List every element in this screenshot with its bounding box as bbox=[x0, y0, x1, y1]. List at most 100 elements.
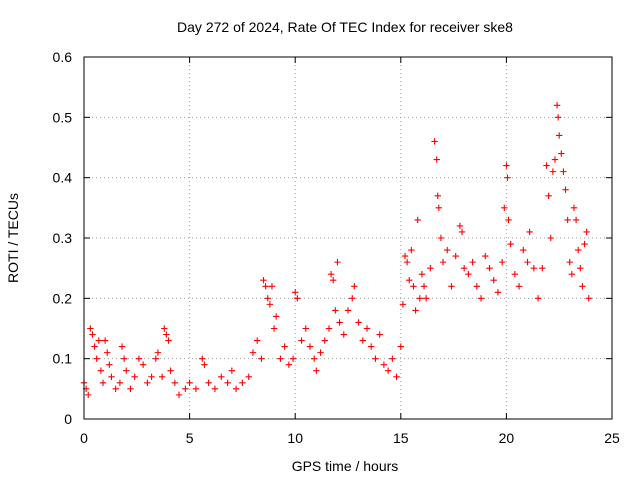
data-point bbox=[410, 283, 417, 290]
data-point bbox=[112, 385, 119, 393]
data-point bbox=[93, 355, 100, 362]
data-point bbox=[389, 355, 396, 362]
data-point bbox=[89, 331, 96, 338]
data-point bbox=[422, 295, 430, 302]
data-point bbox=[144, 379, 151, 386]
data-point bbox=[575, 246, 582, 254]
data-point bbox=[534, 295, 542, 302]
data-point bbox=[577, 264, 584, 272]
data-point bbox=[579, 283, 586, 290]
data-point bbox=[414, 216, 421, 224]
data-point bbox=[292, 289, 299, 296]
data-point bbox=[355, 319, 362, 326]
data-point bbox=[511, 271, 519, 278]
y-tick-label: 0.2 bbox=[53, 290, 73, 306]
data-point bbox=[158, 373, 166, 380]
data-point bbox=[549, 168, 557, 175]
data-point bbox=[186, 379, 193, 386]
data-point bbox=[306, 343, 314, 350]
data-point bbox=[349, 295, 356, 302]
data-point bbox=[456, 222, 464, 230]
data-point bbox=[384, 367, 392, 374]
data-point bbox=[568, 271, 576, 278]
data-point bbox=[504, 174, 511, 181]
x-tick-label: 25 bbox=[604, 430, 620, 446]
data-point bbox=[313, 367, 320, 374]
data-point bbox=[272, 313, 280, 320]
data-point bbox=[399, 301, 407, 308]
data-point bbox=[547, 234, 554, 242]
data-point bbox=[205, 379, 212, 386]
data-point bbox=[101, 337, 109, 344]
data-point bbox=[167, 367, 174, 374]
data-point bbox=[232, 385, 240, 393]
x-tick-label: 15 bbox=[393, 430, 409, 446]
data-point bbox=[85, 391, 92, 399]
data-point bbox=[572, 216, 580, 224]
data-point bbox=[330, 277, 337, 284]
data-point bbox=[564, 216, 571, 224]
data-point bbox=[539, 264, 546, 272]
data-point bbox=[123, 367, 130, 374]
data-point bbox=[420, 283, 428, 290]
data-point bbox=[239, 379, 246, 386]
data-point bbox=[139, 361, 147, 368]
data-point bbox=[327, 271, 335, 278]
data-point bbox=[285, 361, 293, 368]
data-point bbox=[152, 355, 160, 362]
data-point bbox=[515, 283, 523, 290]
data-point bbox=[554, 114, 562, 121]
chart-title: Day 272 of 2024, Rate Of TEC Index for r… bbox=[177, 19, 513, 35]
data-point bbox=[401, 252, 409, 260]
data-point bbox=[281, 343, 288, 350]
data-point bbox=[192, 385, 200, 393]
data-point bbox=[526, 228, 533, 236]
data-point bbox=[558, 150, 565, 157]
data-point bbox=[403, 258, 411, 266]
data-point bbox=[408, 246, 415, 254]
data-point bbox=[359, 337, 366, 344]
data-point bbox=[530, 264, 538, 272]
data-point bbox=[228, 367, 236, 374]
data-point bbox=[393, 373, 400, 380]
data-point bbox=[556, 132, 563, 139]
data-point bbox=[351, 283, 358, 290]
data-point bbox=[211, 385, 219, 393]
data-point bbox=[325, 325, 333, 332]
data-point bbox=[501, 204, 508, 212]
data-point bbox=[95, 337, 102, 344]
y-tick-label: 0.4 bbox=[53, 170, 73, 186]
data-point bbox=[116, 379, 124, 386]
data-point bbox=[444, 246, 451, 254]
data-point bbox=[104, 349, 111, 356]
data-point bbox=[490, 277, 497, 284]
x-tick-label: 20 bbox=[499, 430, 515, 446]
data-point bbox=[427, 264, 434, 272]
data-point bbox=[260, 277, 267, 284]
data-point bbox=[148, 373, 155, 380]
data-point bbox=[482, 252, 489, 260]
data-point bbox=[376, 331, 383, 338]
data-point bbox=[498, 258, 506, 266]
data-point bbox=[505, 216, 512, 224]
data-point bbox=[363, 325, 371, 332]
data-point bbox=[87, 325, 94, 332]
data-point bbox=[583, 228, 590, 236]
data-point bbox=[545, 192, 552, 199]
data-point bbox=[397, 343, 404, 350]
x-tick-label: 5 bbox=[186, 430, 194, 446]
data-point bbox=[340, 331, 347, 338]
data-point bbox=[507, 240, 514, 248]
data-point bbox=[317, 349, 324, 356]
data-point bbox=[581, 240, 588, 248]
data-point bbox=[106, 361, 113, 368]
data-point bbox=[553, 102, 561, 109]
data-point bbox=[131, 373, 138, 380]
x-tick-label: 0 bbox=[80, 430, 88, 446]
data-point bbox=[298, 337, 305, 344]
data-point bbox=[520, 246, 527, 254]
data-point bbox=[344, 307, 352, 314]
data-point bbox=[245, 373, 252, 380]
data-point bbox=[253, 337, 261, 344]
y-tick-label: 0.5 bbox=[53, 109, 73, 125]
